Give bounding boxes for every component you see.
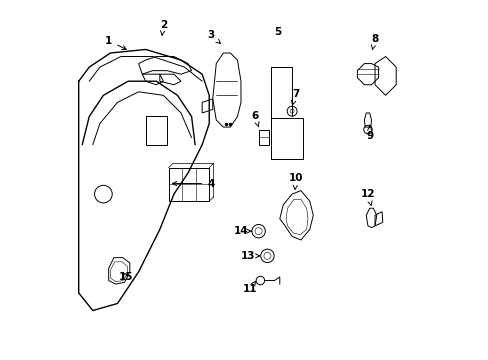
Text: 15: 15 [119, 272, 133, 282]
Text: 5: 5 [274, 27, 281, 37]
Text: 10: 10 [288, 173, 302, 189]
Text: 12: 12 [360, 189, 374, 206]
Bar [258, 130, 269, 145]
Text: 14: 14 [233, 226, 251, 236]
Bar [168, 168, 209, 201]
Text: 6: 6 [251, 112, 259, 127]
Text: 8: 8 [371, 34, 378, 50]
Text: 7: 7 [291, 89, 299, 105]
Text: 11: 11 [242, 281, 257, 294]
Bar [270, 118, 302, 159]
Text: 13: 13 [240, 251, 259, 261]
Text: 1: 1 [105, 36, 126, 49]
Text: 2: 2 [160, 20, 166, 35]
Text: 9: 9 [366, 125, 372, 141]
Text: 4: 4 [172, 179, 214, 189]
Text: 3: 3 [207, 30, 220, 44]
